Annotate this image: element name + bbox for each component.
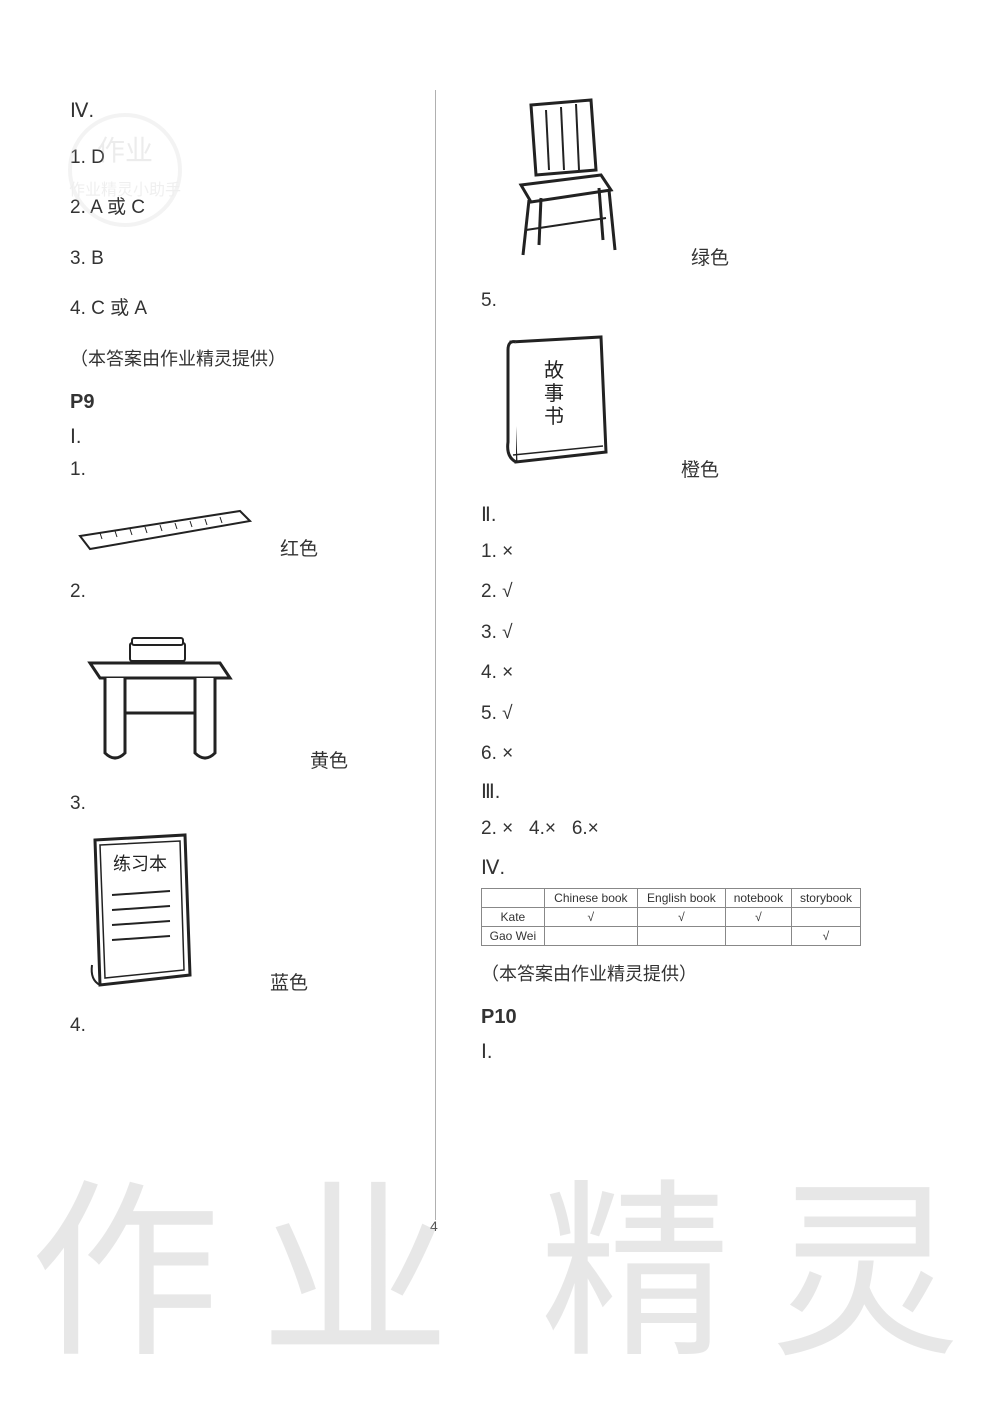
answer-table: Chinese book English book notebook story…	[481, 888, 861, 946]
storybook-text-3: 书	[544, 405, 564, 428]
i-item-2-block: 黄色	[70, 613, 405, 773]
provider-note-right: （本答案由作业精灵提供）	[481, 960, 930, 986]
section-ii-heading: Ⅱ.	[481, 502, 930, 527]
th-english: English book	[637, 888, 725, 907]
section-iv-heading: Ⅳ.	[70, 98, 405, 123]
section-iv-right-heading: Ⅳ.	[481, 855, 930, 880]
i-item-2-color: 黄色	[310, 746, 348, 773]
i-item-5-color: 橙色	[681, 455, 719, 482]
i-item-5-block: 故 事 书 橙色	[481, 322, 930, 482]
right-column: 绿色 5. 故 事 书 橙色 Ⅱ. 1. ×	[436, 90, 930, 1374]
iv-item-1: 1. D	[70, 143, 405, 173]
ii-item-1: 1. ×	[481, 537, 930, 567]
i-item-1-color: 红色	[280, 534, 318, 561]
iv-item-2: 2. A 或 C	[70, 193, 405, 223]
i-item-4-block: 绿色	[481, 90, 930, 270]
two-column-layout: Ⅳ. 1. D 2. A 或 C 3. B 4. C 或 A （本答案由作业精灵…	[70, 90, 930, 1374]
p9-heading: P9	[70, 391, 405, 414]
page-root: 作业 作业精灵小助手 Ⅳ. 1. D 2. A 或 C 3. B	[0, 0, 1000, 1414]
chair-icon	[481, 90, 641, 270]
i-item-3-color: 蓝色	[270, 968, 308, 995]
ii-item-4: 4. ×	[481, 658, 930, 688]
i-item-4-num: 4.	[70, 1015, 405, 1037]
storybook-icon: 故 事 书	[481, 322, 631, 482]
table-row: Kate √ √ √	[482, 907, 861, 926]
table-header-row: Chinese book English book notebook story…	[482, 888, 861, 907]
iv-item-3: 3. B	[70, 244, 405, 274]
i-item-3-num: 3.	[70, 793, 405, 815]
th-chinese: Chinese book	[544, 888, 637, 907]
provider-note-left: （本答案由作业精灵提供）	[70, 345, 405, 371]
left-column: Ⅳ. 1. D 2. A 或 C 3. B 4. C 或 A （本答案由作业精灵…	[70, 90, 435, 1374]
iv-item-4: 4. C 或 A	[70, 294, 405, 324]
th-notebook: notebook	[725, 888, 791, 907]
ruler-icon	[70, 491, 260, 561]
storybook-text-2: 事	[544, 382, 564, 405]
p10-heading: P10	[481, 1006, 930, 1029]
th-blank	[482, 888, 545, 907]
i-item-1-block: 红色	[70, 491, 405, 561]
notebook-icon: 练习本	[70, 825, 210, 995]
desk-icon	[70, 613, 250, 773]
i-item-5-num: 5.	[481, 290, 930, 312]
th-storybook: storybook	[791, 888, 860, 907]
ii-item-3: 3. √	[481, 618, 930, 648]
ii-item-2: 2. √	[481, 577, 930, 607]
storybook-text-1: 故	[544, 359, 564, 382]
notebook-text: 练习本	[113, 854, 167, 874]
i-item-4-color: 绿色	[691, 243, 729, 270]
page-number: 4	[430, 1218, 438, 1234]
ii-item-5: 5. √	[481, 699, 930, 729]
ii-item-6: 6. ×	[481, 739, 930, 769]
section-i-heading: Ⅰ.	[70, 424, 405, 449]
iii-line: 2. × 4.× 6.×	[481, 814, 930, 844]
i-item-2-num: 2.	[70, 581, 405, 603]
section-i-next-heading: Ⅰ.	[481, 1039, 930, 1064]
section-iii-heading: Ⅲ.	[481, 779, 930, 804]
i-item-1-num: 1.	[70, 459, 405, 481]
table-row: Gao Wei √	[482, 926, 861, 945]
i-item-3-block: 练习本 蓝色	[70, 825, 405, 995]
